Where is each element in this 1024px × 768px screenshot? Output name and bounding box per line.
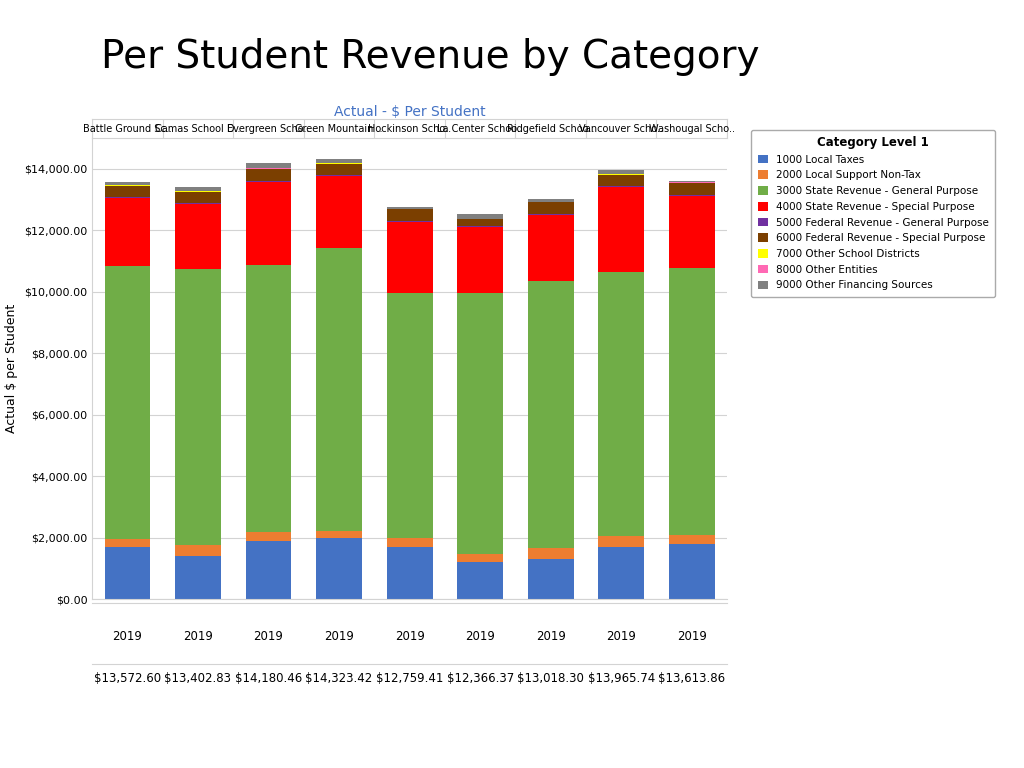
Bar: [316, 164, 362, 175]
Bar: [316, 249, 362, 531]
Bar: [457, 227, 503, 293]
Text: Evergreen Scho..: Evergreen Scho..: [227, 124, 310, 134]
Bar: [175, 556, 221, 599]
Bar: [175, 192, 221, 204]
Bar: [316, 177, 362, 249]
Bar: [175, 269, 221, 545]
Text: Battle Ground Sc..: Battle Ground Sc..: [83, 124, 172, 134]
Text: 2019: 2019: [113, 630, 142, 643]
Text: $13,965.74: $13,965.74: [588, 672, 655, 685]
Bar: [104, 547, 151, 599]
Bar: [669, 180, 715, 183]
Text: Hockinson Scho..: Hockinson Scho..: [368, 124, 452, 134]
Bar: [316, 531, 362, 538]
Bar: [387, 207, 432, 209]
Text: Camas School D..: Camas School D..: [156, 124, 241, 134]
Text: Per Student Revenue by Category: Per Student Revenue by Category: [100, 38, 760, 76]
Bar: [387, 222, 432, 293]
Bar: [669, 268, 715, 535]
Text: Vancouver Scho..: Vancouver Scho..: [580, 124, 664, 134]
Bar: [387, 547, 432, 599]
Bar: [527, 215, 573, 281]
Bar: [175, 187, 221, 191]
Bar: [527, 281, 573, 548]
Text: 2019: 2019: [394, 630, 425, 643]
Bar: [387, 210, 432, 221]
Text: $13,572.60: $13,572.60: [94, 672, 161, 685]
Bar: [457, 293, 503, 554]
Text: Washougal Scho..: Washougal Scho..: [649, 124, 735, 134]
Text: $13,613.86: $13,613.86: [658, 672, 725, 685]
Bar: [246, 169, 292, 180]
Bar: [246, 181, 292, 264]
Bar: [387, 538, 432, 547]
Text: Green Mountain ..: Green Mountain ..: [295, 124, 383, 134]
Text: $12,759.41: $12,759.41: [376, 672, 443, 685]
Bar: [669, 196, 715, 268]
Text: 2019: 2019: [606, 630, 636, 643]
Text: 2019: 2019: [677, 630, 707, 643]
Legend: 1000 Local Taxes, 2000 Local Support Non-Tax, 3000 State Revenue - General Purpo: 1000 Local Taxes, 2000 Local Support Non…: [752, 130, 995, 296]
Bar: [104, 186, 151, 197]
Bar: [246, 180, 292, 181]
Y-axis label: Actual $ per Student: Actual $ per Student: [5, 304, 18, 433]
Bar: [316, 538, 362, 599]
Text: 2019: 2019: [254, 630, 284, 643]
Bar: [598, 272, 644, 536]
Text: 2019: 2019: [183, 630, 213, 643]
Text: $14,323.42: $14,323.42: [305, 672, 373, 685]
Bar: [387, 221, 432, 222]
Bar: [175, 204, 221, 269]
Text: 2019: 2019: [465, 630, 495, 643]
Bar: [598, 187, 644, 272]
Bar: [527, 548, 573, 559]
Bar: [669, 195, 715, 196]
Bar: [316, 175, 362, 177]
Bar: [527, 559, 573, 599]
Bar: [457, 214, 503, 226]
Text: 2019: 2019: [325, 630, 354, 643]
Bar: [527, 199, 573, 202]
Bar: [598, 547, 644, 599]
Bar: [457, 554, 503, 562]
Bar: [246, 264, 292, 532]
Bar: [669, 544, 715, 599]
Bar: [457, 226, 503, 227]
Bar: [104, 197, 151, 198]
Bar: [316, 159, 362, 163]
Bar: [104, 266, 151, 539]
Bar: [598, 536, 644, 547]
Text: La Center Schoo..: La Center Schoo..: [437, 124, 523, 134]
Bar: [669, 183, 715, 195]
Bar: [527, 214, 573, 215]
Bar: [527, 203, 573, 214]
Bar: [104, 198, 151, 266]
Bar: [598, 175, 644, 187]
Text: $12,366.37: $12,366.37: [446, 672, 514, 685]
Text: Ridgefield Schoo..: Ridgefield Schoo..: [507, 124, 594, 134]
Bar: [175, 545, 221, 556]
Bar: [387, 293, 432, 538]
Bar: [246, 532, 292, 541]
Text: $14,180.46: $14,180.46: [234, 672, 302, 685]
Bar: [246, 164, 292, 168]
Bar: [669, 535, 715, 544]
Bar: [457, 214, 503, 219]
Text: 2019: 2019: [536, 630, 565, 643]
Bar: [104, 539, 151, 547]
Text: Actual - $ Per Student: Actual - $ Per Student: [334, 105, 485, 119]
Text: $13,402.83: $13,402.83: [165, 672, 231, 685]
Bar: [598, 170, 644, 174]
Text: $13,018.30: $13,018.30: [517, 672, 584, 685]
Bar: [246, 541, 292, 599]
Bar: [457, 562, 503, 599]
Bar: [104, 182, 151, 185]
